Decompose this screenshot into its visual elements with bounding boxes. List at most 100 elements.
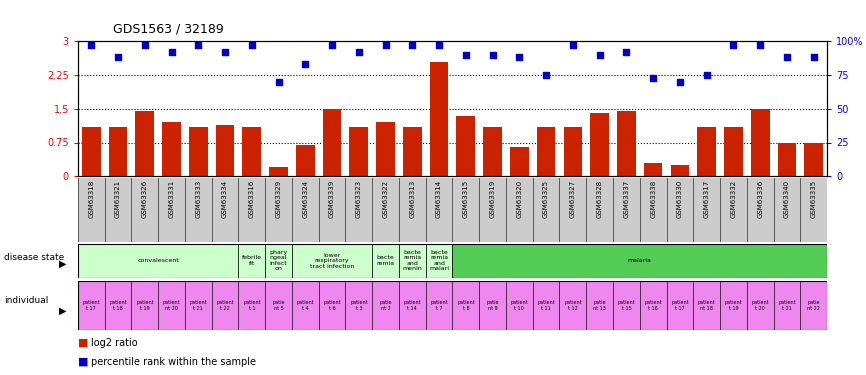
Text: GSM63314: GSM63314 (436, 180, 443, 218)
Text: GSM63339: GSM63339 (329, 180, 335, 218)
Point (138, 42, 152, 48)
Bar (559, 281, 586, 330)
Text: patient
t 15: patient t 15 (617, 300, 635, 311)
Bar (323, 109, 341, 176)
Bar (773, 281, 800, 330)
Bar (238, 244, 265, 278)
Text: patient
t 4: patient t 4 (296, 300, 314, 311)
Text: GSM63335: GSM63335 (811, 180, 817, 218)
Text: patient
t 17: patient t 17 (82, 300, 100, 311)
Point (780, 54, 794, 60)
Text: GSM63317: GSM63317 (704, 180, 709, 218)
Text: convalescent: convalescent (138, 258, 179, 263)
Text: patient
t 10: patient t 10 (511, 300, 528, 311)
Text: patient
t 14: patient t 14 (404, 300, 421, 311)
Bar (533, 281, 559, 330)
Text: GSM63328: GSM63328 (597, 180, 603, 218)
Text: patient
nt 20: patient nt 20 (163, 300, 180, 311)
Point (405, 42, 419, 48)
Bar (510, 147, 529, 176)
Point (352, 49, 365, 55)
Bar (132, 281, 158, 330)
Bar (537, 127, 555, 176)
Point (299, 61, 313, 67)
Text: GSM63340: GSM63340 (784, 180, 790, 218)
Bar (426, 244, 452, 278)
Bar (751, 109, 770, 176)
Bar (479, 281, 506, 330)
Text: febrile
fit: febrile fit (242, 255, 262, 266)
Text: GSM63318: GSM63318 (88, 180, 94, 218)
Text: lower
respiratory
tract infection: lower respiratory tract infection (310, 253, 354, 268)
Point (459, 52, 473, 58)
Bar (720, 281, 746, 330)
Bar (158, 281, 185, 330)
Text: patient
t 17: patient t 17 (671, 300, 688, 311)
Bar (211, 281, 238, 330)
Bar (185, 281, 211, 330)
Bar (586, 281, 613, 330)
Point (325, 42, 339, 48)
Bar (78, 281, 105, 330)
Bar (269, 167, 288, 176)
Text: patient
t 18: patient t 18 (109, 300, 127, 311)
Bar (292, 244, 372, 278)
Text: GSM63316: GSM63316 (249, 180, 255, 218)
Text: bacte
remia: bacte remia (377, 255, 395, 266)
Text: phary
ngeal
infect
on: phary ngeal infect on (269, 250, 288, 271)
Bar (724, 127, 743, 176)
Bar (452, 244, 827, 278)
Bar (778, 142, 796, 176)
Bar (591, 113, 609, 176)
Text: GSM63327: GSM63327 (570, 180, 576, 218)
Text: patient
t 21: patient t 21 (778, 300, 796, 311)
Point (727, 42, 740, 48)
Bar (483, 127, 502, 176)
Text: patient
t 1: patient t 1 (243, 300, 261, 311)
Text: log2 ratio: log2 ratio (91, 338, 138, 348)
Point (432, 42, 446, 48)
Text: GSM63336: GSM63336 (757, 180, 763, 218)
Point (218, 49, 232, 55)
Point (540, 72, 553, 78)
Text: patient
t 11: patient t 11 (537, 300, 555, 311)
Text: patient
t 19: patient t 19 (136, 300, 153, 311)
Text: patient
t 19: patient t 19 (725, 300, 742, 311)
Text: GSM63333: GSM63333 (196, 180, 201, 218)
Bar (372, 244, 399, 278)
Point (673, 79, 687, 85)
Bar (426, 281, 452, 330)
Text: disease state: disease state (4, 253, 65, 262)
Bar (670, 165, 689, 176)
Bar (78, 178, 827, 242)
Text: patient
t 12: patient t 12 (564, 300, 582, 311)
Bar (105, 281, 132, 330)
Bar (613, 281, 640, 330)
Text: GSM63313: GSM63313 (410, 180, 416, 218)
Text: GDS1563 / 32189: GDS1563 / 32189 (113, 22, 223, 36)
Text: patie
nt 13: patie nt 13 (593, 300, 606, 311)
Text: GSM63320: GSM63320 (516, 180, 522, 218)
Bar (805, 142, 823, 176)
Text: GSM63338: GSM63338 (650, 180, 656, 218)
Bar (265, 244, 292, 278)
Bar (694, 281, 720, 330)
Bar (162, 122, 181, 176)
Point (566, 42, 580, 48)
Bar (242, 127, 262, 176)
Point (807, 54, 821, 60)
Point (592, 52, 606, 58)
Bar (216, 124, 235, 176)
Bar (238, 281, 265, 330)
Text: ▶: ▶ (59, 259, 66, 269)
Text: GSM63321: GSM63321 (115, 180, 121, 218)
Point (513, 54, 527, 60)
Point (165, 49, 178, 55)
Bar (697, 127, 716, 176)
Text: GSM63337: GSM63337 (624, 180, 630, 218)
Bar (350, 127, 368, 176)
Text: patient
t 8: patient t 8 (457, 300, 475, 311)
Point (191, 42, 205, 48)
Bar (292, 281, 319, 330)
Bar (399, 244, 426, 278)
